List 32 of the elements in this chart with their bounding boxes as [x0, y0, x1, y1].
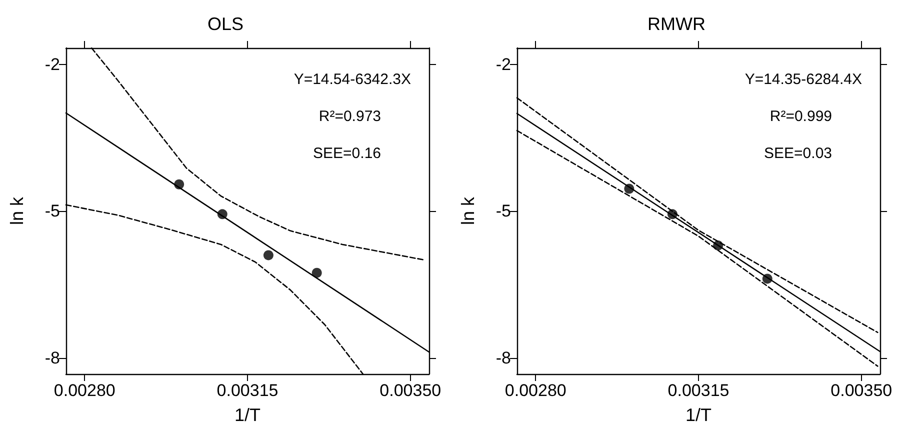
chart-title: RMWR	[648, 14, 706, 34]
x-tick-label: 0.00280	[54, 381, 116, 400]
y-axis-title: ln k	[7, 196, 27, 226]
y-tick-label: -5	[496, 202, 511, 221]
y-tick-label: -5	[44, 202, 60, 221]
point	[312, 268, 322, 278]
point	[174, 179, 184, 190]
chart-title: OLS	[207, 14, 244, 34]
annotation: R²=0.973	[318, 108, 381, 125]
point	[624, 184, 634, 194]
annotation: Y=14.54-6342.3X	[294, 71, 412, 88]
annotation: SEE=0.03	[764, 145, 832, 162]
y-tick-label: -8	[44, 348, 60, 368]
point	[667, 209, 678, 220]
point	[217, 209, 228, 220]
y-tick-label: -2	[496, 55, 511, 74]
x-axis-title: 1/T	[234, 405, 261, 425]
point	[713, 240, 724, 250]
y-tick-label: -8	[496, 348, 511, 368]
annotation: SEE=0.16	[313, 145, 381, 162]
x-tick-label: 0.00350	[830, 381, 892, 400]
annotation: Y=14.35-6284.4X	[744, 71, 862, 88]
point	[762, 274, 772, 284]
x-tick-label: 0.00280	[504, 381, 566, 400]
x-tick-label: 0.00350	[380, 381, 442, 400]
y-tick-label: -2	[44, 55, 60, 74]
point	[263, 250, 274, 260]
x-tick-label: 0.00315	[668, 381, 730, 400]
annotation: R²=0.999	[770, 108, 832, 125]
y-axis-title: ln k	[458, 196, 478, 226]
x-tick-label: 0.00315	[216, 381, 278, 400]
x-axis-title: 1/T	[685, 405, 712, 425]
